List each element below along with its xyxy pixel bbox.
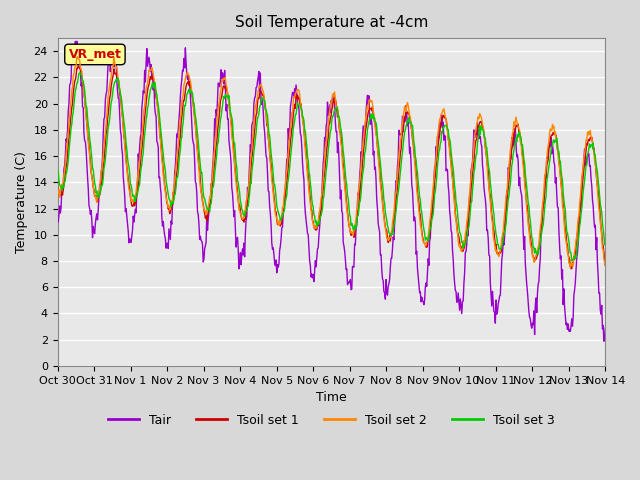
Title: Soil Temperature at -4cm: Soil Temperature at -4cm — [235, 15, 428, 30]
Legend: Tair, Tsoil set 1, Tsoil set 2, Tsoil set 3: Tair, Tsoil set 1, Tsoil set 2, Tsoil se… — [103, 409, 560, 432]
Text: VR_met: VR_met — [68, 48, 122, 61]
X-axis label: Time: Time — [316, 391, 347, 404]
Y-axis label: Temperature (C): Temperature (C) — [15, 151, 28, 253]
